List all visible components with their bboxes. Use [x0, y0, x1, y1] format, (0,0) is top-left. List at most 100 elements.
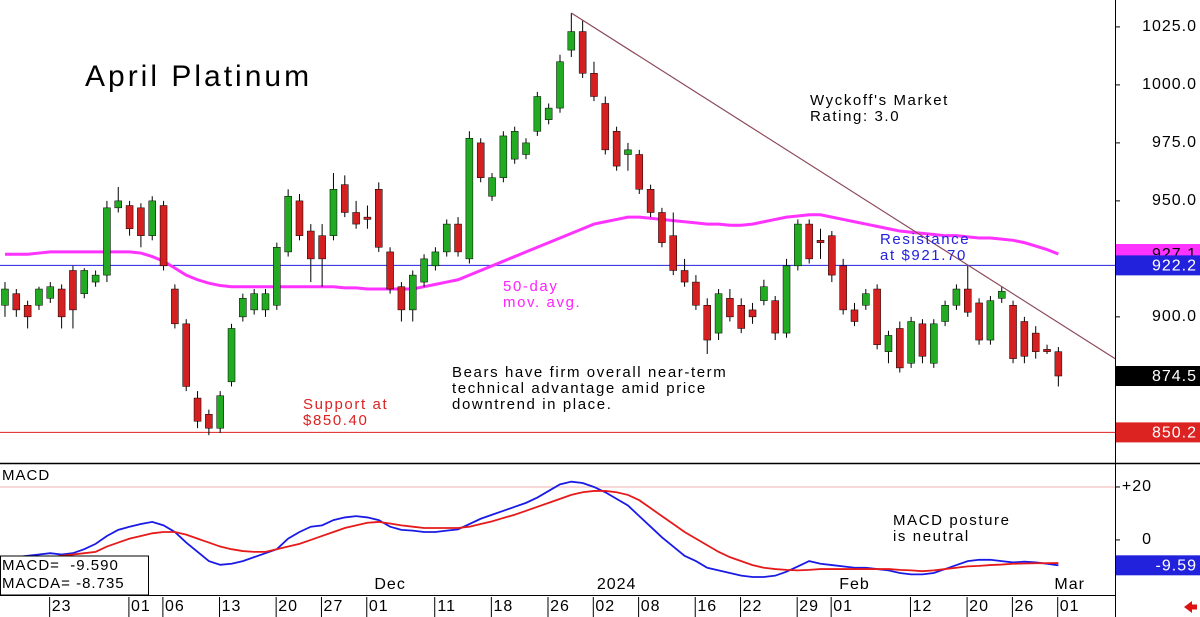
candle-body — [1, 288, 9, 306]
chart-title: April Platinum — [85, 60, 312, 93]
candle-body — [454, 223, 462, 253]
y-tick-label: +20 — [1122, 478, 1152, 495]
candle-body — [975, 302, 983, 341]
moving-average — [4, 213, 1059, 291]
candle-body — [284, 195, 292, 253]
month-label: Mar — [1054, 576, 1085, 593]
candle-body — [952, 288, 961, 306]
candle-body — [964, 288, 972, 313]
candle-body — [103, 207, 111, 276]
candle-body — [703, 305, 711, 341]
annotation-line: Wyckoff's Market — [810, 92, 949, 109]
candle-body — [522, 142, 530, 155]
candle-body — [23, 305, 32, 318]
candle-body — [375, 189, 383, 248]
candle-body — [556, 61, 564, 109]
candle-body — [488, 177, 496, 197]
candle-body — [182, 323, 190, 387]
candle-body — [624, 149, 632, 155]
candle-body — [125, 205, 134, 229]
candle-body — [567, 31, 576, 51]
candle-body — [760, 286, 768, 301]
candle-body — [114, 200, 123, 209]
candle-body — [261, 293, 270, 311]
annotation: Bears have firm overall near-term technic… — [452, 364, 727, 413]
candle-body — [590, 73, 598, 97]
x-tick-label: 22 — [743, 598, 763, 615]
candle-body — [941, 305, 949, 322]
y-tick-label: 950.0 — [1152, 192, 1197, 209]
annotation: 50-day mov. avg. — [503, 278, 581, 311]
candle-body — [986, 300, 995, 341]
x-tick-label: 23 — [52, 598, 72, 615]
price-marker — [1116, 422, 1200, 443]
legend-label: MACD= -9.590 — [2, 557, 119, 574]
x-tick-label: 01 — [369, 598, 389, 615]
candle-body — [873, 288, 881, 345]
candle-body — [850, 309, 859, 322]
candle-body — [1031, 332, 1040, 352]
y-tick-label: 1025.0 — [1142, 18, 1197, 35]
candle-body — [692, 281, 700, 306]
x-tick-label: 12 — [913, 598, 933, 615]
price-marker-label: 874.5 — [1152, 368, 1197, 385]
x-tick-label: 27 — [324, 598, 344, 615]
candle-body — [329, 189, 338, 236]
candle-body — [782, 265, 791, 334]
trendline — [570, 12, 1116, 360]
candle-body — [273, 247, 281, 306]
x-tick-label: 06 — [165, 598, 185, 615]
x-tick-label: 13 — [222, 598, 242, 615]
month-label: Feb — [839, 576, 870, 593]
candle-body — [544, 107, 553, 120]
candle-body — [601, 103, 610, 151]
candle-body — [80, 270, 89, 294]
candle-body — [896, 328, 904, 369]
annotation-line: MACD posture — [893, 512, 1011, 529]
annotation-line: Support at — [303, 396, 388, 413]
scroll-arrow[interactable] — [1184, 601, 1197, 613]
annotation: Wyckoff's Market Rating: 3.0 — [810, 92, 949, 125]
candle-body — [1054, 351, 1063, 377]
candle-body — [227, 328, 236, 383]
legend-box — [0, 555, 149, 596]
x-tick-label: 01 — [131, 598, 151, 615]
month-label: Dec — [374, 576, 405, 593]
y-tick-label: 975.0 — [1152, 134, 1197, 151]
candle-body — [91, 274, 100, 283]
candle-body — [295, 200, 304, 236]
x-tick-label: 16 — [697, 598, 717, 615]
annotation-line: Rating: 3.0 — [810, 108, 900, 125]
price-marker — [1116, 366, 1200, 387]
candle-body — [476, 142, 485, 178]
annotation-line: mov. avg. — [503, 294, 581, 311]
candle-body — [862, 293, 870, 306]
candle-body — [930, 323, 938, 364]
candle-body — [907, 321, 915, 364]
panel-title: MACD — [2, 467, 50, 484]
x-tick-label: 01 — [833, 598, 853, 615]
x-tick-label: 20 — [969, 598, 989, 615]
candle-body — [816, 240, 825, 243]
price-marker — [1116, 255, 1200, 276]
x-tick-label: 29 — [799, 598, 819, 615]
candle-body — [1020, 321, 1029, 357]
candle-body — [307, 230, 315, 260]
candle-body — [397, 286, 406, 311]
indicator-line — [4, 490, 1059, 573]
annotation-line: $850.40 — [303, 412, 368, 429]
candle-body — [216, 395, 224, 429]
annotation-line: Bears have firm overall near-term — [452, 364, 727, 381]
candle-body — [69, 270, 77, 311]
candle-body — [726, 298, 734, 318]
candle-body — [578, 31, 587, 74]
candle-body — [46, 286, 55, 299]
x-tick-label: 26 — [1014, 598, 1034, 615]
annotation-line: is neutral — [893, 528, 970, 545]
annotation-line: at $921.70 — [880, 247, 967, 264]
candle-body — [465, 138, 474, 260]
candle-body — [35, 288, 43, 306]
legend-label: MACDA= -8.735 — [2, 575, 125, 592]
y-tick-label: 1000.0 — [1142, 76, 1197, 93]
